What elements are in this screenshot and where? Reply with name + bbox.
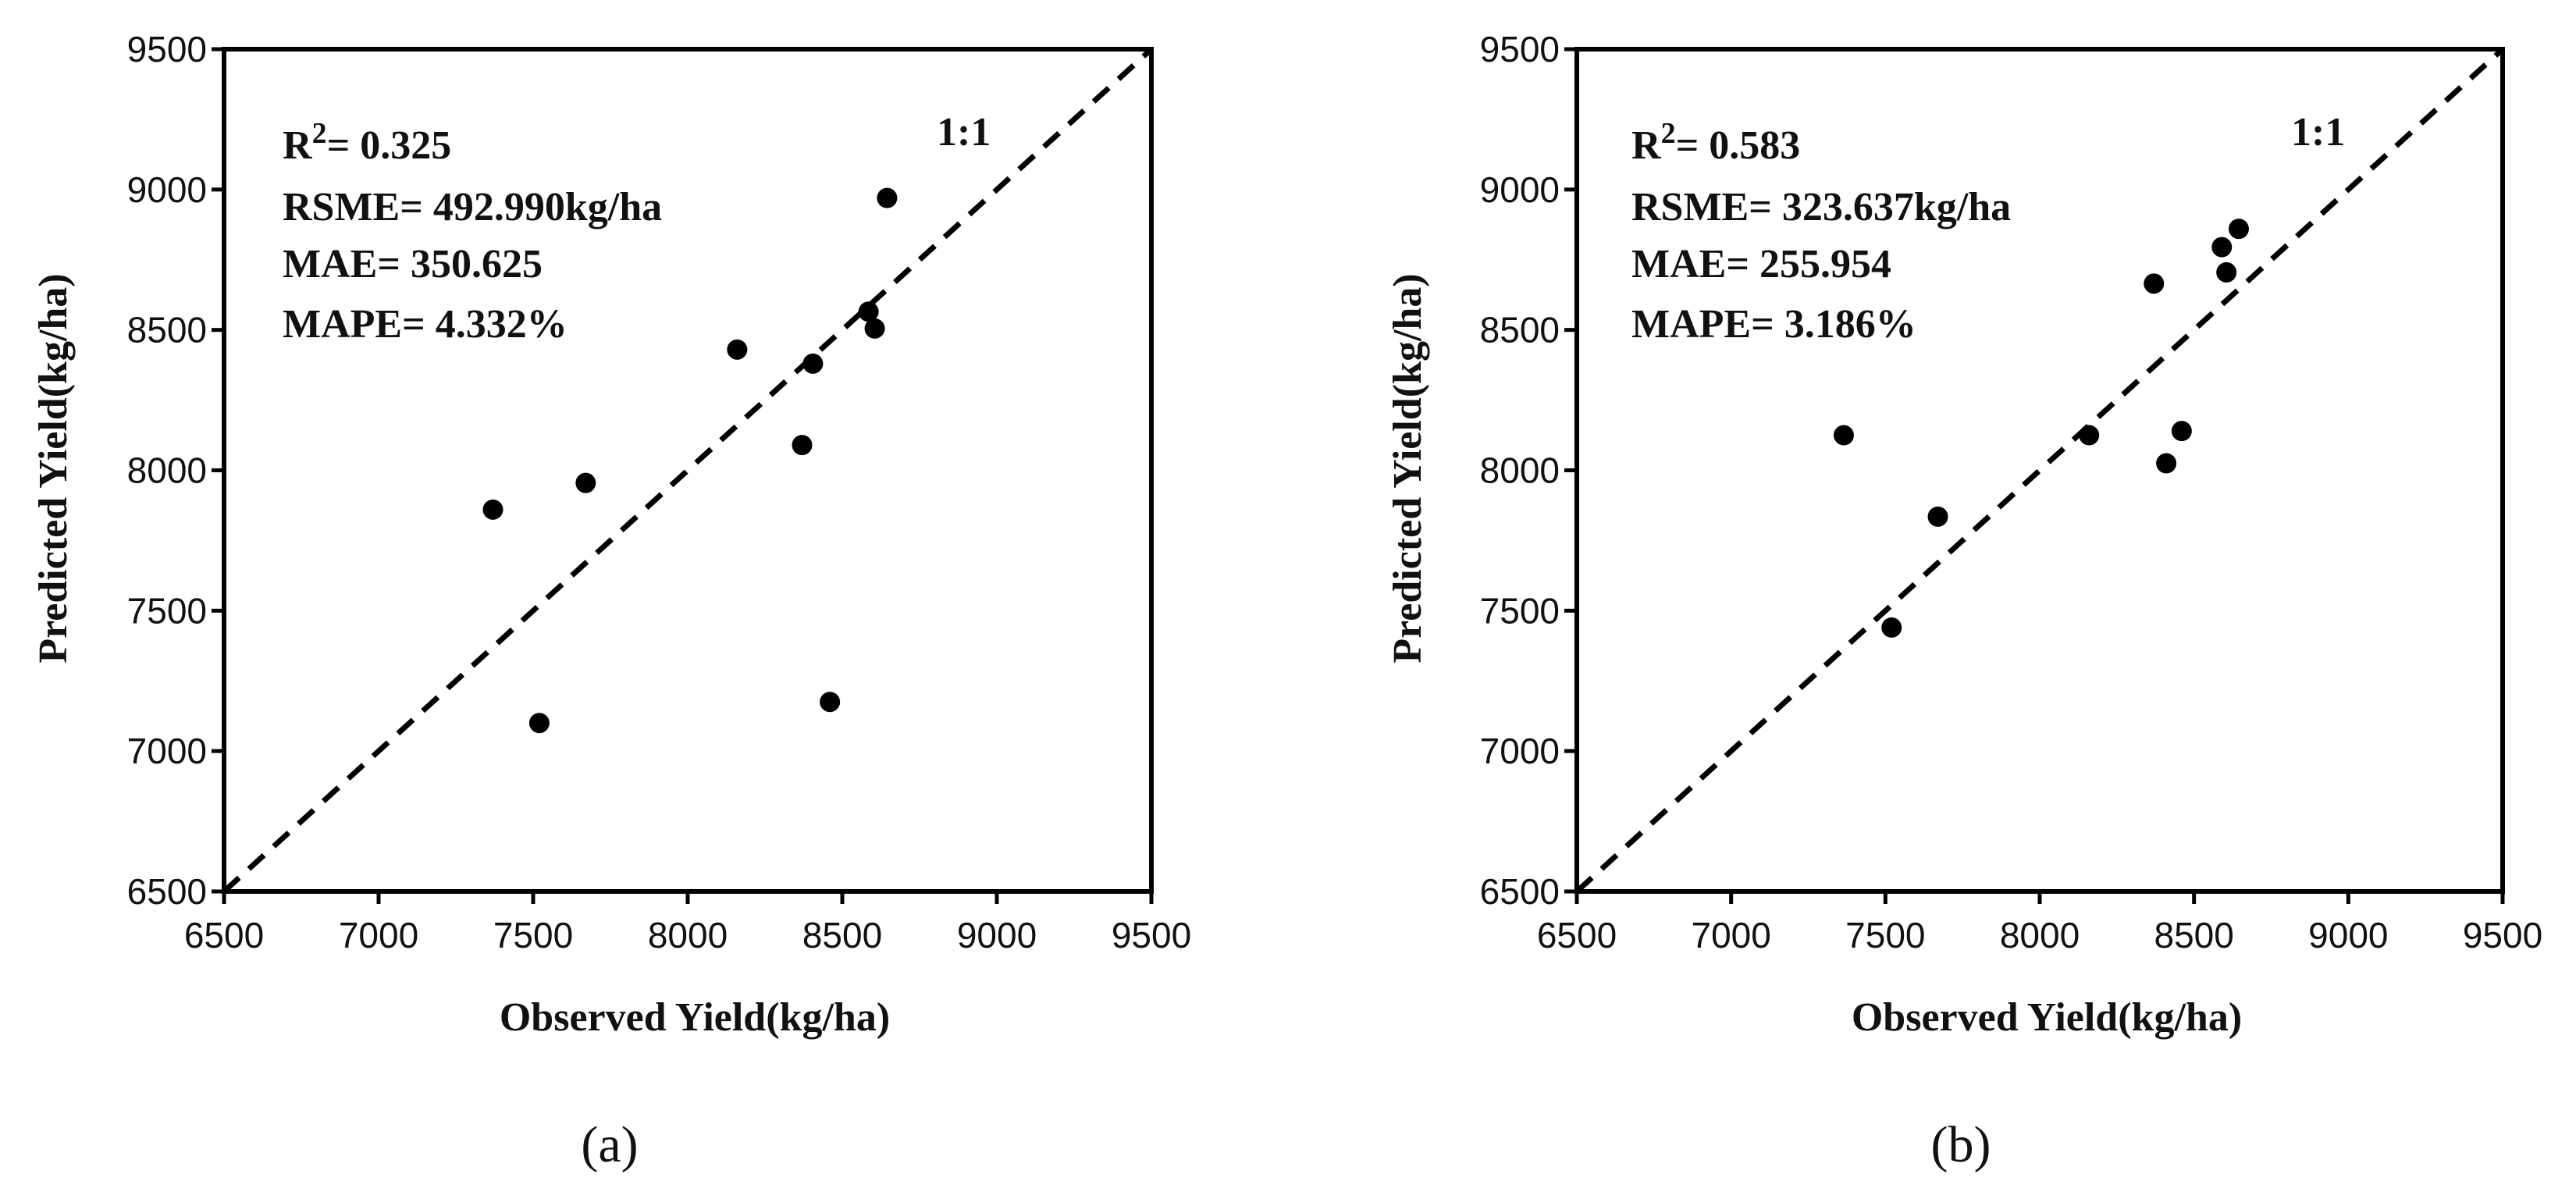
panel-a-one-to-one-line <box>222 47 1154 894</box>
panel-a-r2-value: = 0.325 <box>327 123 452 168</box>
panel-a-x-tick-label: 6500 <box>184 915 264 955</box>
panel-a-label: (a) <box>581 1116 638 1173</box>
panel-b-rsme-stat: RSME= 323.637kg/ha <box>1631 185 2011 229</box>
panel-a-y-tick-label: 7500 <box>127 590 207 631</box>
panel-a-x-tick-label: 7000 <box>339 915 418 955</box>
panel-b-one-to-one-label: 1:1 <box>2291 110 2345 155</box>
panel-b-data-point <box>1927 506 1948 527</box>
panel-a-y-tick-labels: 6500 7000 7500 8000 8500 9000 9500 <box>127 29 224 912</box>
panel-a-r2-stat: R2= 0.325 <box>283 117 451 168</box>
panel-a-data-point <box>727 339 748 360</box>
panel-b-r2-superscript: 2 <box>1661 117 1676 150</box>
panel-b-y-tick-labels: 6500 7000 7500 8000 8500 9000 9500 <box>1480 29 1577 912</box>
panel-b-one-to-one-line <box>1574 47 2505 894</box>
panel-b-x-tick-label: 7000 <box>1691 915 1770 955</box>
panel-b-y-tick-label: 6500 <box>1480 871 1560 912</box>
panel-a-data-point <box>575 472 596 493</box>
panel-b-y-tick-label: 9500 <box>1480 29 1560 69</box>
panel-a-data-point <box>864 318 885 339</box>
panel-a-y-tick-label: 8000 <box>127 450 207 491</box>
panel-b-y-tick-label: 8000 <box>1480 450 1560 491</box>
panel-b-r2-value: = 0.583 <box>1676 123 1801 168</box>
panel-a-r2-superscript: 2 <box>312 117 327 150</box>
panel-b-r2-prefix: R <box>1631 123 1662 168</box>
panel-b-x-tick-label: 8000 <box>2000 915 2080 955</box>
panel-a-x-tick-label: 8000 <box>648 915 728 955</box>
panel-b-data-point <box>1833 425 1854 446</box>
panel-a-one-to-one-label: 1:1 <box>937 110 991 155</box>
panel-a-r2-prefix: R <box>283 123 313 168</box>
panel-b-y-tick-label: 8500 <box>1480 310 1560 350</box>
panel-b-x-tick-label: 6500 <box>1537 915 1617 955</box>
panel-a-x-tick-label: 8500 <box>802 915 882 955</box>
panel-a-data-point <box>802 353 824 374</box>
panel-b-x-tick-labels: 6500 7000 7500 8000 8500 9000 9500 <box>1537 891 2542 955</box>
panel-a-y-tick-label: 6500 <box>127 871 207 912</box>
panel-b-data-point <box>2216 262 2237 283</box>
panel-a-y-tick-label: 8500 <box>127 310 207 350</box>
panel-b-y-tick-label: 9000 <box>1480 169 1560 210</box>
panel-a-data-point <box>482 499 503 520</box>
panel-b-x-tick-label: 7500 <box>1845 915 1925 955</box>
panel-a-x-tick-label: 9500 <box>1112 915 1191 955</box>
panel-b-x-tick-label: 9000 <box>2308 915 2388 955</box>
panel-a-x-tick-labels: 6500 7000 7500 8000 8500 9000 9500 <box>184 891 1191 955</box>
panel-b-data-point <box>2079 425 2100 446</box>
panel-b-y-tick-label: 7500 <box>1480 590 1560 631</box>
panel-a-y-tick-label: 9500 <box>127 29 207 69</box>
panel-b-data-point <box>2171 421 2192 442</box>
panel-a: 6500 7000 7500 8000 8500 9000 9500 6500 7000 750… <box>31 29 1191 1173</box>
panel-b-label: (b) <box>1931 1116 1991 1173</box>
panel-b-data-point <box>2156 453 2177 474</box>
panel-b-data-point <box>2144 273 2165 294</box>
panel-a-y-tick-label: 9000 <box>127 169 207 210</box>
panel-a-rsme-stat: RSME= 492.990kg/ha <box>283 185 662 229</box>
panel-a-data-point <box>820 692 841 713</box>
panel-b-x-axis-title: Observed Yield(kg/ha) <box>1852 995 2242 1040</box>
panel-a-x-tick-label: 9000 <box>957 915 1037 955</box>
panel-b-data-point <box>2211 237 2233 258</box>
panel-a-x-axis-title: Observed Yield(kg/ha) <box>500 995 890 1040</box>
panel-b-r2-stat: R2= 0.583 <box>1631 117 1800 168</box>
panel-a-data-point <box>792 435 813 456</box>
panel-b-x-tick-label: 9500 <box>2463 915 2542 955</box>
panel-b-mae-stat: MAE= 255.954 <box>1631 242 1891 286</box>
panel-a-x-tick-label: 7500 <box>493 915 573 955</box>
panel-a-marks <box>222 47 1154 894</box>
panel-a-data-point <box>858 301 879 322</box>
panel-b-mape-stat: MAPE= 3.186% <box>1631 302 1916 347</box>
panel-a-mae-stat: MAE= 350.625 <box>283 242 543 286</box>
panel-b-data-point <box>2228 219 2249 240</box>
panel-b-x-tick-label: 8500 <box>2154 915 2233 955</box>
panel-b-y-tick-label: 7000 <box>1480 731 1560 771</box>
panel-a-mape-stat: MAPE= 4.332% <box>283 302 568 347</box>
panel-b-y-axis-title: Predicted Yield(kg/ha) <box>1386 273 1430 663</box>
panel-b-marks <box>1574 47 2505 894</box>
panel-a-y-tick-label: 7000 <box>127 731 207 771</box>
panel-a-data-point <box>877 187 898 208</box>
panel-a-y-axis-title: Predicted Yield(kg/ha) <box>31 273 76 663</box>
panel-b-data-point <box>1881 617 1902 638</box>
panel-a-data-point <box>528 713 550 734</box>
panel-b: 6500 7000 7500 8000 8500 9000 9500 6500 7000 750… <box>1386 29 2542 1173</box>
